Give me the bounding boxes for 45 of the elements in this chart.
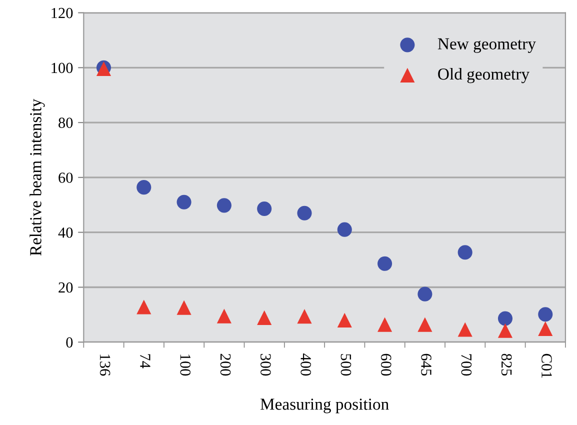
point [216, 308, 232, 324]
point [458, 245, 472, 260]
point [297, 206, 312, 220]
x-tick-label: 825 [501, 354, 512, 376]
legend-label: New geometry [438, 38, 536, 53]
y-tick-label: 60 [58, 172, 73, 183]
x-tick-label: C01 [542, 354, 552, 378]
point [136, 300, 152, 314]
x-tick-label: 400 [300, 354, 311, 376]
x-tick-label: 74 [140, 354, 150, 368]
point [257, 201, 272, 216]
x-tick-label: 136 [100, 354, 110, 376]
x-tick-label: 700 [461, 354, 472, 376]
y-tick-label: 120 [52, 8, 73, 18]
point [378, 317, 392, 332]
x-axis-title: Measuring position [260, 398, 389, 414]
x-tick-label: 300 [260, 354, 271, 376]
point [538, 307, 553, 322]
x-tick-label: 200 [220, 354, 231, 376]
point [297, 309, 312, 324]
x-tick-label: 500 [340, 354, 352, 376]
point [337, 312, 352, 328]
y-axis-title: Relative beam intensity [30, 98, 45, 256]
point [216, 198, 232, 213]
point [498, 323, 513, 338]
x-tick-label: 100 [180, 354, 191, 376]
x-tick-label: 645 [421, 354, 432, 376]
point [337, 222, 352, 237]
y-tick-label: 80 [58, 118, 73, 128]
point [136, 180, 152, 195]
y-tick-label: 40 [58, 227, 73, 238]
y-tick-label: 0 [66, 337, 73, 348]
point [418, 317, 432, 332]
point [378, 256, 392, 271]
x-tick-label: 600 [380, 354, 392, 376]
point [538, 321, 553, 336]
y-tick-label: 100 [52, 62, 73, 74]
point [176, 194, 192, 210]
point [458, 322, 472, 337]
legend-label: Old geometry [438, 68, 530, 84]
point [176, 300, 192, 315]
point [498, 311, 513, 326]
point [257, 310, 272, 325]
y-tick-label: 20 [58, 282, 73, 293]
point [418, 286, 432, 302]
